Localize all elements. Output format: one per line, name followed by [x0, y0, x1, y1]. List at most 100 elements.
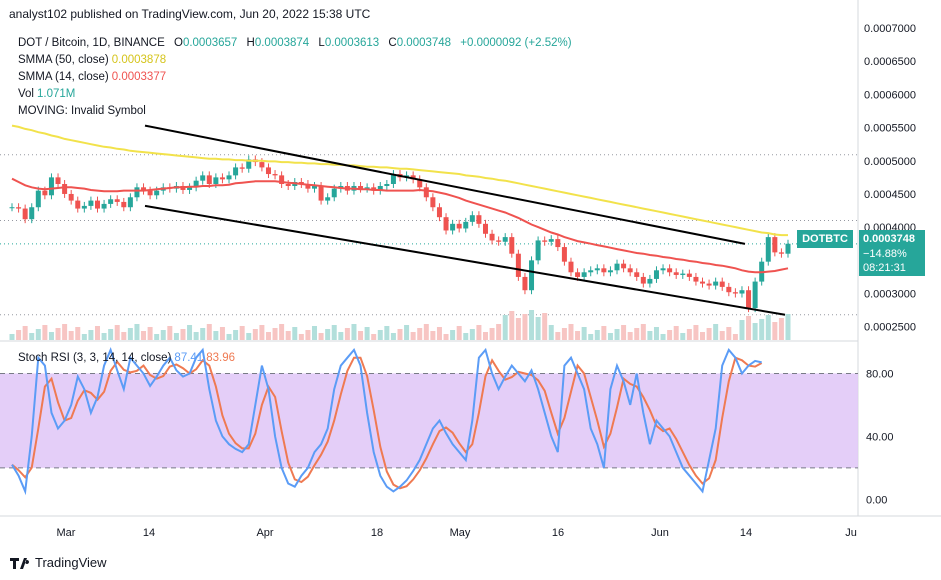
volume-bar	[686, 329, 692, 340]
candle-body	[127, 197, 133, 208]
volume-bar	[450, 330, 456, 340]
candle-body	[384, 184, 390, 186]
footer-brand: TradingView	[35, 555, 107, 570]
volume-bar	[482, 332, 488, 340]
candle-body	[94, 200, 100, 209]
candle-body	[88, 200, 94, 206]
volume-bar	[713, 324, 719, 340]
volume-bar	[522, 314, 528, 340]
stoch-tick-label: 40.00	[866, 431, 894, 443]
candle-body	[450, 223, 456, 231]
price-tick-label: 0.0006500	[864, 56, 916, 68]
candle-body	[358, 185, 364, 189]
volume-bar	[542, 313, 548, 340]
candle-body	[331, 188, 337, 198]
candle-body	[114, 199, 120, 202]
volume-bar	[127, 328, 133, 340]
volume-bar	[358, 331, 364, 340]
volume-bar	[739, 320, 745, 340]
candle-body	[614, 263, 620, 271]
volume-bar	[502, 315, 508, 340]
volume-bar	[575, 331, 581, 340]
volume-legend[interactable]: Vol 1.071M	[18, 88, 76, 100]
volume-bar	[456, 326, 462, 340]
candle-body	[443, 217, 449, 231]
volume-bar	[535, 317, 541, 340]
smma50-line	[11, 124, 788, 237]
volume-bar	[75, 327, 81, 340]
stoch-tick-label: 0.00	[866, 494, 887, 506]
volume-bar	[581, 327, 587, 340]
time-tick-label: 18	[371, 527, 383, 539]
volume-bar	[436, 327, 442, 340]
time-tick-label: 16	[552, 527, 564, 539]
volume-bar	[647, 331, 653, 340]
candle-body	[700, 281, 706, 284]
close-value: C0.0003748	[388, 37, 452, 49]
time-tick-label: 14	[740, 527, 752, 539]
smma14-legend[interactable]: SMMA (14, close) 0.0003377	[18, 71, 167, 83]
volume-bar	[344, 328, 350, 340]
volume-bar	[88, 330, 94, 340]
volume-bar	[680, 333, 686, 340]
volume-bar	[417, 328, 423, 340]
volume-bar	[173, 333, 179, 340]
volume-bar	[279, 324, 285, 340]
volume-bar	[94, 326, 100, 340]
tradingview-logo-icon	[10, 557, 30, 569]
volume-bar	[700, 332, 706, 340]
volume-bar	[233, 330, 239, 340]
candle-body	[312, 185, 318, 189]
stoch-tick-label: 80.00	[866, 368, 894, 380]
candle-body	[482, 223, 488, 234]
candle-body	[62, 184, 68, 194]
volume-bar	[377, 330, 383, 340]
volume-bar	[285, 331, 291, 340]
volume-bar	[693, 325, 699, 340]
tradingview-footer[interactable]: TradingView	[9, 555, 107, 570]
candle-body	[785, 243, 791, 254]
volume-bar	[627, 332, 633, 340]
time-tick-label: 14	[143, 527, 155, 539]
candle-body	[469, 215, 475, 222]
candle-body	[667, 268, 673, 273]
volume-bar	[81, 334, 87, 340]
candle-body	[561, 247, 567, 262]
candle-body	[246, 159, 252, 169]
volume-bar	[509, 311, 515, 340]
moving-legend[interactable]: MOVING: Invalid Symbol	[18, 105, 146, 117]
publisher-header: analyst102 published on TradingView.com,…	[9, 7, 371, 21]
volume-bar	[42, 325, 48, 340]
candle-body	[42, 190, 48, 196]
volume-bar	[292, 327, 298, 340]
channel-upper-line	[144, 124, 746, 245]
volume-bar	[469, 329, 475, 340]
volume-bar	[364, 327, 370, 340]
candle-body	[364, 187, 370, 189]
volume-bar	[101, 333, 107, 340]
time-tick-label: Ju	[845, 527, 857, 539]
smma50-legend[interactable]: SMMA (50, close) 0.0003878	[18, 54, 167, 66]
volume-bar	[390, 333, 396, 340]
open-value: O0.0003657	[173, 37, 238, 49]
volume-bar	[673, 326, 679, 340]
candle-body	[22, 208, 28, 220]
volume-bar	[621, 325, 627, 340]
volume-bar	[9, 334, 15, 340]
volume-bar	[246, 333, 252, 340]
price-tick-label: 0.0005000	[864, 156, 916, 168]
volume-bar	[588, 334, 594, 340]
volume-bar	[265, 332, 271, 340]
candle-body	[279, 175, 285, 184]
candle-body	[265, 167, 271, 175]
symbol-title[interactable]: DOT / Bitcoin, 1D, BINANCE	[18, 37, 165, 49]
stoch-legend[interactable]: Stoch RSI (3, 3, 14, 14, close) 87.41 83.9…	[18, 352, 235, 364]
candle-body	[108, 199, 114, 204]
candle-body	[601, 268, 607, 273]
candle-body	[726, 286, 732, 293]
candle-body	[75, 200, 81, 209]
stoch-d-line	[11, 356, 763, 490]
time-tick-label: May	[450, 527, 471, 539]
candle-body	[206, 175, 212, 184]
volume-bar	[318, 333, 324, 340]
